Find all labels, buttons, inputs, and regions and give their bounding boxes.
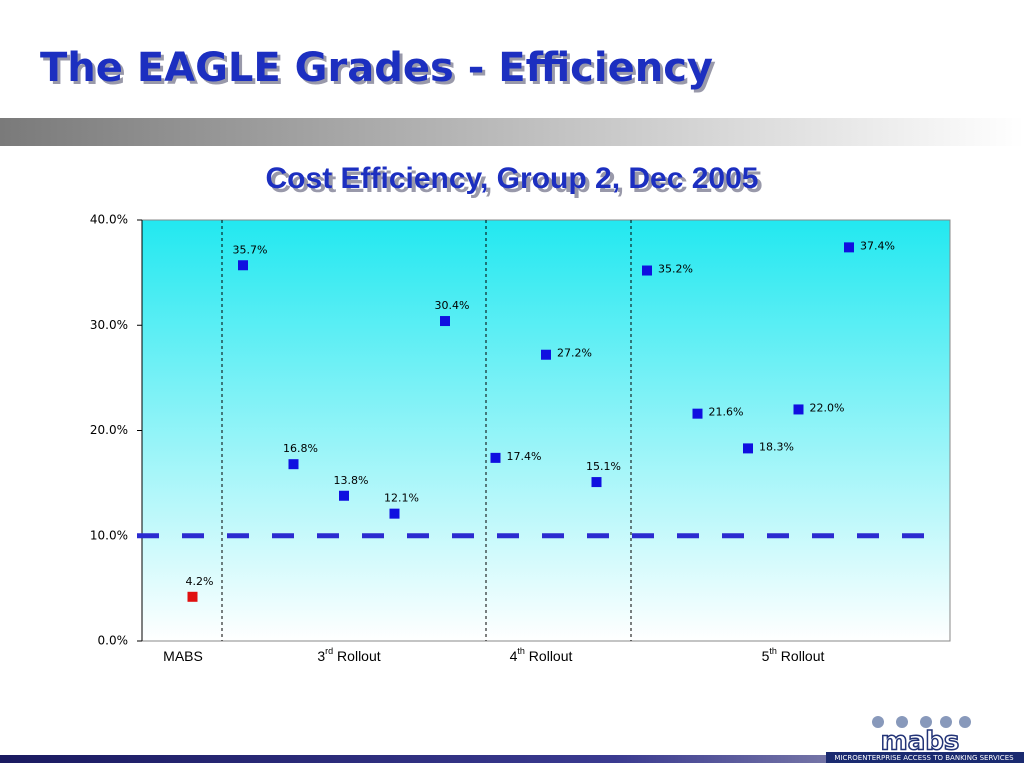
data-label: 21.6%: [709, 406, 744, 419]
header-bar: [0, 118, 1024, 146]
y-tick-label: 10.0%: [90, 528, 128, 542]
point: [339, 490, 349, 501]
point: [389, 508, 400, 519]
y-tick-label: 30.0%: [90, 318, 128, 332]
group-label-part: th: [517, 646, 525, 656]
group-label-part: Rollout: [525, 648, 573, 664]
group-label-part: th: [769, 646, 777, 656]
data-label: 22.0%: [810, 401, 845, 414]
point: [642, 265, 652, 276]
point: [541, 349, 551, 360]
group-label: 4th Rollout: [510, 646, 573, 663]
data-label: 16.8%: [283, 442, 318, 455]
group-label-part: 3: [317, 648, 325, 664]
data-label: 18.3%: [759, 440, 794, 453]
group-label: 5th Rollout: [762, 646, 825, 663]
point: [743, 443, 753, 454]
data-label: 35.7%: [233, 243, 268, 256]
chart-title-shadow: Cost Efficiency, Group 2, Dec 2005: [270, 166, 763, 199]
group-label-part: MABS: [163, 648, 203, 664]
group-label: 3rd Rollout: [317, 646, 380, 663]
logo-tagline: MICROENTERPRISE ACCESS TO BANKING SERVIC…: [834, 754, 1014, 762]
point: [440, 316, 450, 327]
data-label: 17.4%: [507, 450, 542, 463]
chart-title: Cost Efficiency, Group 2, Dec 2005: [266, 162, 759, 195]
title-shadow: The EAGLE Grades - Efficiency: [43, 48, 716, 94]
slide-title: The EAGLE Grades - Efficiency: [40, 45, 713, 91]
point: [692, 408, 703, 419]
group-label-part: Rollout: [333, 648, 381, 664]
y-tick-label: 20.0%: [90, 423, 128, 437]
data-label: 37.4%: [860, 239, 895, 252]
footer-bar: [0, 755, 1024, 763]
data-label: 30.4%: [435, 299, 470, 312]
group-label-part: rd: [325, 646, 333, 656]
point: [238, 260, 248, 271]
data-label: 4.2%: [186, 575, 214, 588]
data-label: 27.2%: [557, 347, 592, 360]
point: [490, 452, 501, 463]
group-label-part: 5: [762, 648, 770, 664]
point: [793, 404, 804, 415]
data-label: 13.8%: [334, 474, 369, 487]
data-label: 15.1%: [586, 460, 621, 473]
data-label: 35.2%: [658, 263, 693, 276]
group-label-part: Rollout: [777, 648, 825, 664]
group-label: MABS: [163, 648, 203, 664]
plot-area: [141, 219, 951, 642]
y-tick-label: 0.0%: [98, 634, 129, 648]
y-tick-label: 40.0%: [90, 213, 128, 227]
group-label-part: 4: [510, 648, 518, 664]
point: [591, 477, 602, 488]
point: [187, 591, 198, 602]
point: [844, 242, 854, 253]
data-label: 12.1%: [384, 492, 419, 505]
logo: mabs MICROENTERPRISE ACCESS TO BANKING S…: [826, 716, 1024, 763]
point: [288, 459, 299, 470]
